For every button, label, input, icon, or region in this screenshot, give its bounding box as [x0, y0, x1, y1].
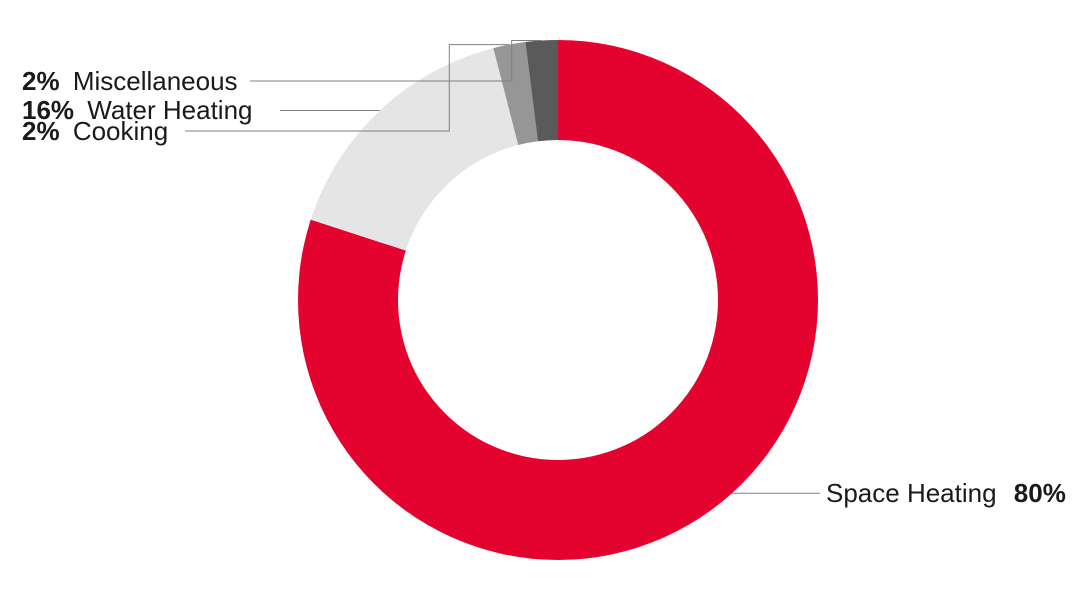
- label-space-heating-pct: 80%: [1014, 478, 1066, 508]
- label-space-heating-name: Space Heating: [826, 478, 997, 508]
- label-space-heating: Space Heating 80%: [826, 480, 1066, 506]
- label-water-heating: 16% Water Heating: [22, 97, 253, 123]
- label-miscellaneous-pct: 2%: [22, 66, 60, 96]
- slice-water_heating: [311, 48, 518, 250]
- label-miscellaneous-name: Miscellaneous: [73, 66, 238, 96]
- donut-chart-container: 2% Miscellaneous 2% Cooking 16% Water He…: [0, 0, 1080, 616]
- label-miscellaneous: 2% Miscellaneous: [22, 68, 238, 94]
- label-water-heating-pct: 16%: [22, 95, 74, 125]
- label-water-heating-name: Water Heating: [87, 95, 252, 125]
